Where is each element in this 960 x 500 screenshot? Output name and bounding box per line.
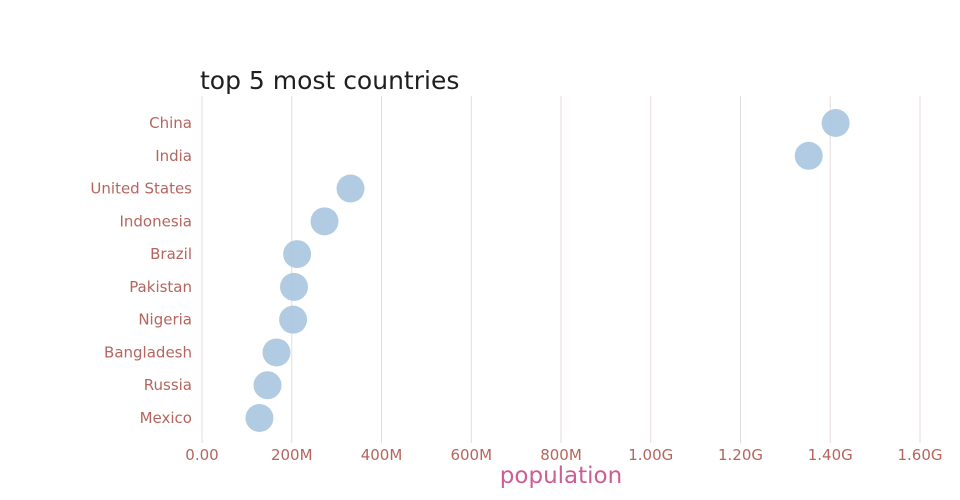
x-tick-label: 1.40G: [808, 446, 853, 464]
y-category-label: India: [155, 147, 192, 165]
y-category-label: Indonesia: [119, 212, 192, 230]
y-category-label: Mexico: [140, 409, 192, 427]
data-point[interactable]: [310, 207, 339, 236]
chart-title: top 5 most countries: [200, 66, 460, 95]
data-point[interactable]: [283, 240, 312, 269]
x-axis-label: population: [499, 463, 623, 489]
y-category-label: United States: [90, 180, 192, 198]
x-tick-label: 400M: [361, 446, 403, 464]
x-tick-label: 0.00: [185, 446, 218, 464]
x-tick-label: 1.00G: [628, 446, 673, 464]
data-point[interactable]: [336, 174, 365, 203]
x-tick-label: 600M: [450, 446, 492, 464]
data-point[interactable]: [279, 305, 308, 334]
y-category-label: Pakistan: [129, 278, 192, 296]
x-tick-label: 200M: [271, 446, 313, 464]
y-category-label: Nigeria: [138, 311, 192, 329]
y-category-label: Brazil: [150, 245, 192, 263]
x-tick-label: 1.60G: [897, 446, 942, 464]
data-point[interactable]: [245, 404, 274, 432]
x-tick-label: 800M: [540, 446, 582, 464]
data-point[interactable]: [794, 141, 823, 170]
data-point[interactable]: [279, 272, 308, 301]
y-category-label: China: [149, 114, 192, 132]
data-point[interactable]: [821, 109, 850, 137]
y-category-label: Bangladesh: [104, 343, 192, 361]
data-point[interactable]: [262, 338, 291, 367]
data-point[interactable]: [253, 371, 282, 400]
y-category-label: Russia: [144, 376, 192, 394]
x-tick-label: 1.20G: [718, 446, 763, 464]
